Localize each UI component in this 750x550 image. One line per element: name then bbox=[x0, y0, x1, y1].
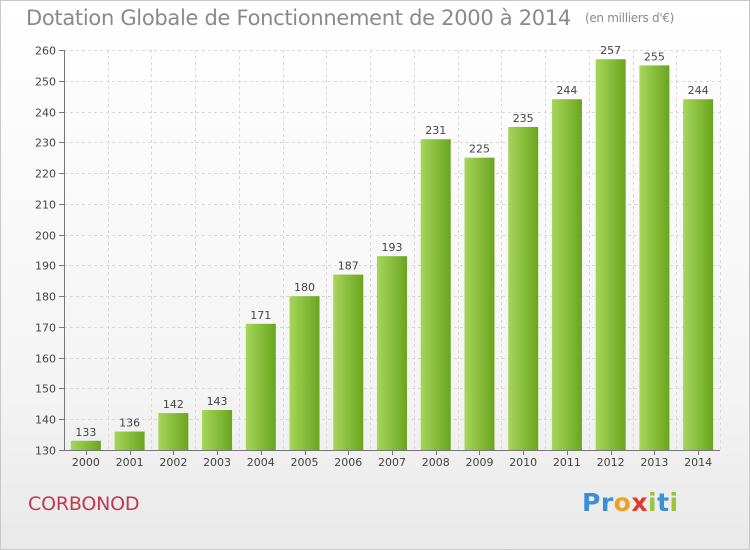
bar bbox=[595, 59, 626, 450]
logo-letter: r bbox=[600, 488, 614, 517]
x-tick-label: 2009 bbox=[465, 456, 493, 469]
bar bbox=[508, 126, 539, 450]
data-label: 244 bbox=[688, 84, 709, 97]
y-tick-label: 220 bbox=[35, 168, 56, 181]
x-tick-label: 2002 bbox=[159, 456, 187, 469]
bars bbox=[70, 59, 714, 450]
proxiti-logo: Proxiti bbox=[582, 488, 679, 517]
bar bbox=[639, 65, 670, 450]
y-tick-label: 130 bbox=[35, 445, 56, 458]
bar bbox=[551, 99, 582, 450]
bar bbox=[377, 256, 407, 450]
data-label: 255 bbox=[644, 50, 665, 63]
x-tick-label: 2014 bbox=[684, 456, 712, 469]
data-label: 142 bbox=[163, 398, 184, 411]
y-tick-label: 140 bbox=[35, 414, 56, 427]
x-tick-label: 2007 bbox=[378, 456, 406, 469]
bar bbox=[683, 99, 714, 450]
logo-letter: i bbox=[669, 488, 679, 517]
bar bbox=[70, 440, 101, 450]
data-label: 225 bbox=[469, 143, 490, 156]
data-label: 180 bbox=[294, 281, 315, 294]
bar bbox=[158, 413, 189, 450]
data-label: 171 bbox=[250, 309, 271, 322]
y-tick-label: 150 bbox=[35, 383, 56, 396]
bar bbox=[333, 274, 364, 450]
data-labels: 133 136 142 143 171 180 187 193 231 225 235 244 257 2… bbox=[75, 44, 708, 439]
logo-letter: t bbox=[657, 488, 670, 517]
bar bbox=[289, 296, 320, 450]
data-label: 235 bbox=[513, 112, 534, 125]
bar bbox=[114, 431, 145, 450]
y-tick-label: 230 bbox=[35, 137, 56, 150]
x-tick-label: 2006 bbox=[334, 456, 362, 469]
data-label: 187 bbox=[338, 260, 359, 273]
y-tick-label: 240 bbox=[35, 107, 56, 120]
x-tick-label: 2012 bbox=[597, 456, 625, 469]
x-tick-label: 2013 bbox=[640, 456, 668, 469]
chart-subtitle: (en milliers d'€) bbox=[584, 11, 674, 25]
y-tick-label: 260 bbox=[35, 45, 56, 58]
chart-title: Dotation Globale de Fonctionnement de 20… bbox=[26, 6, 674, 30]
data-label: 244 bbox=[556, 84, 577, 97]
bar bbox=[464, 157, 495, 450]
x-tick-label: 2003 bbox=[203, 456, 231, 469]
chart-title-text: Dotation Globale de Fonctionnement de 20… bbox=[26, 6, 571, 30]
x-tick-label: 2004 bbox=[247, 456, 275, 469]
logo-letter: P bbox=[582, 488, 601, 517]
y-tick-label: 200 bbox=[35, 230, 56, 243]
logo-letter: o bbox=[613, 488, 632, 517]
data-label: 133 bbox=[75, 426, 96, 439]
y-tick-label: 170 bbox=[35, 322, 56, 335]
data-label: 193 bbox=[382, 241, 403, 254]
data-label: 231 bbox=[425, 124, 446, 137]
x-tick-label: 2011 bbox=[553, 456, 581, 469]
y-tick-label: 190 bbox=[35, 260, 56, 273]
y-tick-label: 160 bbox=[35, 353, 56, 366]
bar bbox=[245, 323, 276, 450]
logo-letter: i bbox=[648, 488, 658, 517]
x-tick-label: 2000 bbox=[72, 456, 100, 469]
data-label: 143 bbox=[207, 395, 228, 408]
bar bbox=[202, 410, 233, 450]
x-tick-label: 2001 bbox=[116, 456, 144, 469]
bar bbox=[420, 139, 451, 450]
y-tick-label: 250 bbox=[35, 76, 56, 89]
commune-name: CORBONOD bbox=[28, 493, 140, 515]
x-tick-label: 2010 bbox=[509, 456, 537, 469]
data-label: 136 bbox=[119, 417, 140, 430]
x-tick-label: 2005 bbox=[291, 456, 319, 469]
data-label: 257 bbox=[600, 44, 621, 57]
logo-letter: x bbox=[631, 488, 648, 517]
y-tick-label: 210 bbox=[35, 199, 56, 212]
y-tick-label: 180 bbox=[35, 291, 56, 304]
x-tick-label: 2008 bbox=[422, 456, 450, 469]
axes: 130 140 150 160 170 180 190 200 210 220 230 240 250 2… bbox=[35, 45, 720, 469]
